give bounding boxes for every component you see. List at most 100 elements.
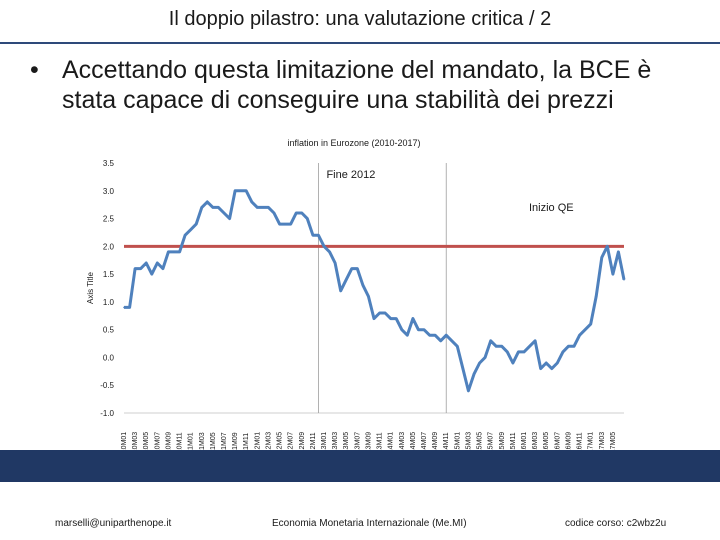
x-tick-label: 2010M05 <box>143 432 150 450</box>
data-point <box>195 223 197 225</box>
data-point <box>212 206 214 209</box>
data-point <box>412 317 414 320</box>
data-point <box>234 190 236 192</box>
x-tick-label: 2013M01 <box>321 432 328 450</box>
data-point <box>178 251 181 253</box>
data-point <box>489 340 492 342</box>
data-point <box>173 251 175 253</box>
data-point <box>373 317 375 320</box>
data-point <box>434 334 436 337</box>
x-tick-label: 2013M07 <box>354 432 361 450</box>
data-point <box>151 273 153 275</box>
y-tick-label: 3.5 <box>103 159 115 168</box>
data-point <box>601 256 603 259</box>
footer-email: marselli@uniparthenope.it <box>55 518 172 529</box>
data-point <box>517 351 520 353</box>
data-point <box>362 284 364 287</box>
data-point <box>206 201 209 203</box>
data-point <box>551 367 553 370</box>
data-point <box>595 295 597 298</box>
x-tick-label: 2012M05 <box>277 432 284 450</box>
data-point <box>389 317 392 320</box>
data-point <box>462 367 464 370</box>
data-point <box>278 223 281 225</box>
data-point <box>589 323 592 325</box>
x-tick-label: 2011M03 <box>199 432 206 450</box>
y-tick-label: 2.0 <box>103 242 115 251</box>
annotation-inizio-qe: Inizio QE <box>529 202 574 214</box>
bullet-symbol: • <box>30 56 39 84</box>
y-tick-label: 1.5 <box>103 270 115 279</box>
data-point <box>245 190 247 192</box>
data-point <box>406 334 409 337</box>
x-tick-label: 2012M09 <box>299 432 306 450</box>
y-tick-label: 3.0 <box>103 187 115 196</box>
data-point <box>162 267 164 270</box>
data-point <box>523 351 525 353</box>
data-point <box>345 278 348 281</box>
data-point <box>284 223 286 225</box>
x-tick-label: 2013M09 <box>365 432 372 450</box>
x-tick-label: 2017M03 <box>599 432 606 450</box>
data-point <box>428 334 431 337</box>
data-point <box>128 306 131 309</box>
data-point <box>167 251 170 253</box>
x-tick-label: 2011M09 <box>232 432 239 450</box>
x-tick-label: 2014M01 <box>388 432 395 450</box>
x-tick-label: 2010M01 <box>121 432 128 450</box>
x-tick-label: 2014M05 <box>410 432 417 450</box>
x-tick-label: 2016M01 <box>521 432 528 450</box>
data-point <box>528 345 531 348</box>
x-tick-label: 2011M11 <box>243 433 250 450</box>
x-tick-label: 2013M03 <box>332 432 339 450</box>
data-point <box>189 228 192 231</box>
data-point <box>367 295 370 298</box>
data-point <box>351 267 353 270</box>
inflation-chart: inflation in Eurozone (2010-2017) 3.5 3.0 2… <box>86 138 626 450</box>
data-point <box>506 351 509 353</box>
data-point <box>451 340 453 342</box>
data-point <box>339 290 342 292</box>
x-tick-label: 2016M09 <box>565 432 572 450</box>
bullet-line-2: stata capace di conseguire una stabilità… <box>62 86 614 114</box>
x-tick-label: 2016M11 <box>577 432 584 450</box>
x-tick-label: 2011M01 <box>188 432 195 450</box>
data-point <box>301 212 303 214</box>
data-point <box>134 267 136 270</box>
data-point <box>139 267 142 270</box>
data-point <box>123 306 125 309</box>
data-point <box>545 362 547 364</box>
footer-band <box>0 450 720 482</box>
data-point <box>312 234 314 236</box>
x-tick-label: 2010M09 <box>165 432 172 450</box>
data-point <box>456 345 459 348</box>
x-tick-label: 2013M05 <box>343 432 350 450</box>
y-tick-label: 0.5 <box>103 326 115 335</box>
x-tick-label: 2012M07 <box>288 432 295 450</box>
inflation-series-line <box>124 189 626 393</box>
data-point <box>223 212 225 214</box>
y-tick-label: 1.0 <box>103 298 115 307</box>
footer-course-code: codice corso: c2wbz2u <box>565 518 667 529</box>
data-point <box>623 278 625 281</box>
data-point <box>573 345 575 348</box>
data-point <box>289 223 292 225</box>
data-point <box>556 362 559 364</box>
data-point <box>439 340 442 342</box>
bullet-line-1: Accettando questa limitazione del mandat… <box>62 56 652 84</box>
data-point <box>251 201 253 203</box>
data-point <box>417 328 420 331</box>
slide-title: Il doppio pilastro: una valutazione crit… <box>168 8 552 30</box>
x-tick-label: 2014M03 <box>399 432 406 450</box>
data-point <box>606 245 609 248</box>
x-tick-label: 2016M07 <box>554 432 561 450</box>
data-point <box>423 328 425 331</box>
data-point <box>617 251 620 253</box>
data-point <box>612 273 614 275</box>
data-point <box>473 373 475 375</box>
chart-title: inflation in Eurozone (2010-2017) <box>287 138 420 148</box>
x-tick-label: 2014M11 <box>443 432 450 450</box>
x-tick-label: 2010M03 <box>132 432 139 450</box>
x-tick-label: 2010M07 <box>154 432 161 450</box>
data-point <box>306 217 309 220</box>
